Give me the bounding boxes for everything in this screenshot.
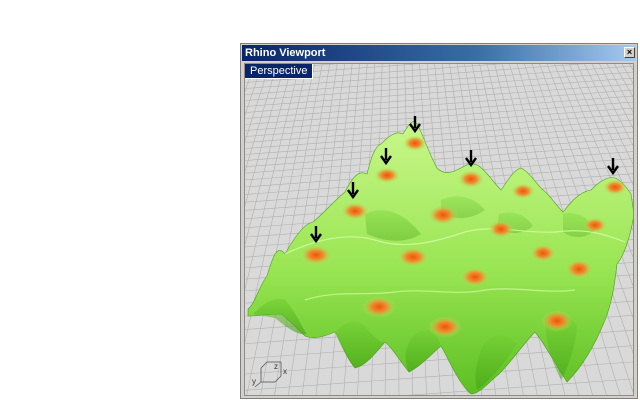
viewport-title-tab[interactable]: Perspective (245, 64, 314, 79)
grid-line (245, 64, 297, 396)
grid-line (245, 64, 278, 173)
grid-line (576, 64, 633, 186)
grid-line (245, 64, 271, 143)
grid-line (245, 64, 292, 396)
axis-label-y: y (252, 377, 256, 386)
grid-line (245, 71, 633, 101)
down-arrow-icon (347, 182, 359, 200)
grid-line (245, 89, 633, 119)
perspective-viewport[interactable]: y z x Perspective (244, 63, 634, 396)
down-arrow-icon (465, 150, 477, 168)
world-axes-icon (254, 361, 282, 388)
down-arrow-icon (607, 158, 619, 176)
grid-line (245, 144, 633, 174)
grid-line (591, 64, 633, 147)
grid-line (546, 64, 633, 287)
down-arrow-icon (310, 226, 322, 244)
grid-line (245, 131, 633, 161)
rhino-viewport-window[interactable]: Rhino Viewport × (240, 43, 638, 399)
grid-line (245, 151, 633, 181)
grid-line (245, 125, 633, 155)
grid-line (245, 64, 308, 396)
grid-line (531, 64, 633, 354)
grid-line (245, 95, 633, 125)
grid-line (245, 137, 633, 167)
grid-line (569, 64, 633, 208)
grid-line (245, 107, 633, 137)
axis-label-x: x (283, 367, 287, 376)
axis-label-z: z (274, 362, 278, 371)
grid-line (606, 64, 633, 113)
nurbs-surface[interactable] (247, 121, 634, 395)
grid-line (245, 64, 286, 207)
grid-line (539, 64, 633, 319)
grid-line (599, 64, 633, 129)
grid-line (245, 64, 584, 89)
grid-line (245, 65, 633, 95)
grid-line (245, 83, 633, 113)
down-arrow-icon (380, 148, 392, 166)
grid-line (245, 119, 633, 149)
grid-line (245, 64, 310, 396)
window-title: Rhino Viewport (245, 47, 326, 59)
grid-line (245, 101, 633, 131)
grid-line (408, 378, 633, 395)
peak-highlights (300, 136, 627, 339)
grid-line (245, 113, 633, 143)
grid-line (245, 77, 633, 107)
grid-line (245, 64, 300, 396)
viewport-scene: y z x (245, 64, 634, 396)
close-button[interactable]: × (624, 47, 635, 58)
grid-line (245, 64, 263, 116)
title-bar[interactable]: Rhino Viewport × (242, 45, 636, 61)
peak-markers (310, 116, 619, 244)
grid-line (561, 64, 633, 232)
grid-line (554, 64, 633, 258)
grid-line (245, 64, 301, 291)
down-arrow-icon (409, 116, 421, 134)
